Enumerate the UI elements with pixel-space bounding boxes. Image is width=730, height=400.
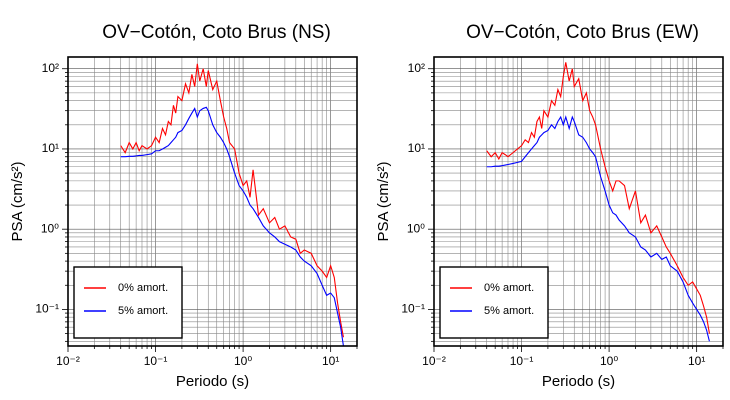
y-tick-label: 10⁰ bbox=[407, 221, 425, 235]
x-tick-label: 10⁻² bbox=[56, 354, 80, 368]
legend-label: 0% amort. bbox=[118, 282, 168, 294]
chart-title: OV−Cotón, Coto Brus (NS) bbox=[102, 22, 331, 43]
legend-label: 0% amort. bbox=[484, 282, 534, 294]
legend-label: 5% amort. bbox=[118, 305, 168, 317]
y-tick-label: 10⁻¹ bbox=[401, 302, 425, 316]
y-axis-label: PSA (cm/s²) bbox=[9, 161, 26, 241]
y-tick-label: 10² bbox=[408, 61, 425, 75]
y-tick-label: 10² bbox=[42, 61, 59, 75]
y-tick-label: 10¹ bbox=[42, 141, 59, 155]
x-tick-label: 10⁻¹ bbox=[144, 354, 168, 368]
data-line bbox=[120, 106, 344, 346]
chart-panel: OV−Cotón, Coto Brus (NS) Periodo (s) PSA (… bbox=[9, 22, 358, 390]
x-tick-label: 10⁻² bbox=[422, 354, 446, 368]
plot-frame bbox=[67, 56, 358, 347]
data-line bbox=[120, 63, 344, 338]
x-tick-label: 10⁻¹ bbox=[510, 354, 534, 368]
y-axis-label: PSA (cm/s²) bbox=[375, 161, 392, 241]
x-tick-label: 10⁰ bbox=[234, 354, 252, 368]
chart-title: OV−Cotón, Coto Brus (EW) bbox=[466, 22, 699, 43]
x-tick-label: 10¹ bbox=[688, 354, 705, 368]
plot-area bbox=[120, 63, 344, 346]
legend: 0% amort. 5% amort. bbox=[73, 266, 183, 339]
plot-frame bbox=[433, 56, 724, 347]
legend: 0% amort. 5% amort. bbox=[439, 266, 549, 339]
y-tick-label: 10⁻¹ bbox=[35, 302, 59, 316]
x-tick-label: 10¹ bbox=[322, 354, 339, 368]
legend-label: 5% amort. bbox=[484, 305, 534, 317]
data-line bbox=[486, 62, 710, 334]
plot-area bbox=[486, 62, 710, 342]
data-line bbox=[486, 115, 710, 342]
legend-box bbox=[439, 266, 549, 339]
x-tick-label: 10⁰ bbox=[600, 354, 618, 368]
y-tick-label: 10¹ bbox=[408, 141, 425, 155]
y-tick-label: 10⁰ bbox=[41, 221, 59, 235]
chart-panel: OV−Cotón, Coto Brus (EW) Periodo (s) PSA (… bbox=[375, 22, 724, 390]
x-axis-label: Periodo (s) bbox=[542, 373, 615, 390]
legend-box bbox=[73, 266, 183, 339]
x-axis-label: Periodo (s) bbox=[176, 373, 249, 390]
